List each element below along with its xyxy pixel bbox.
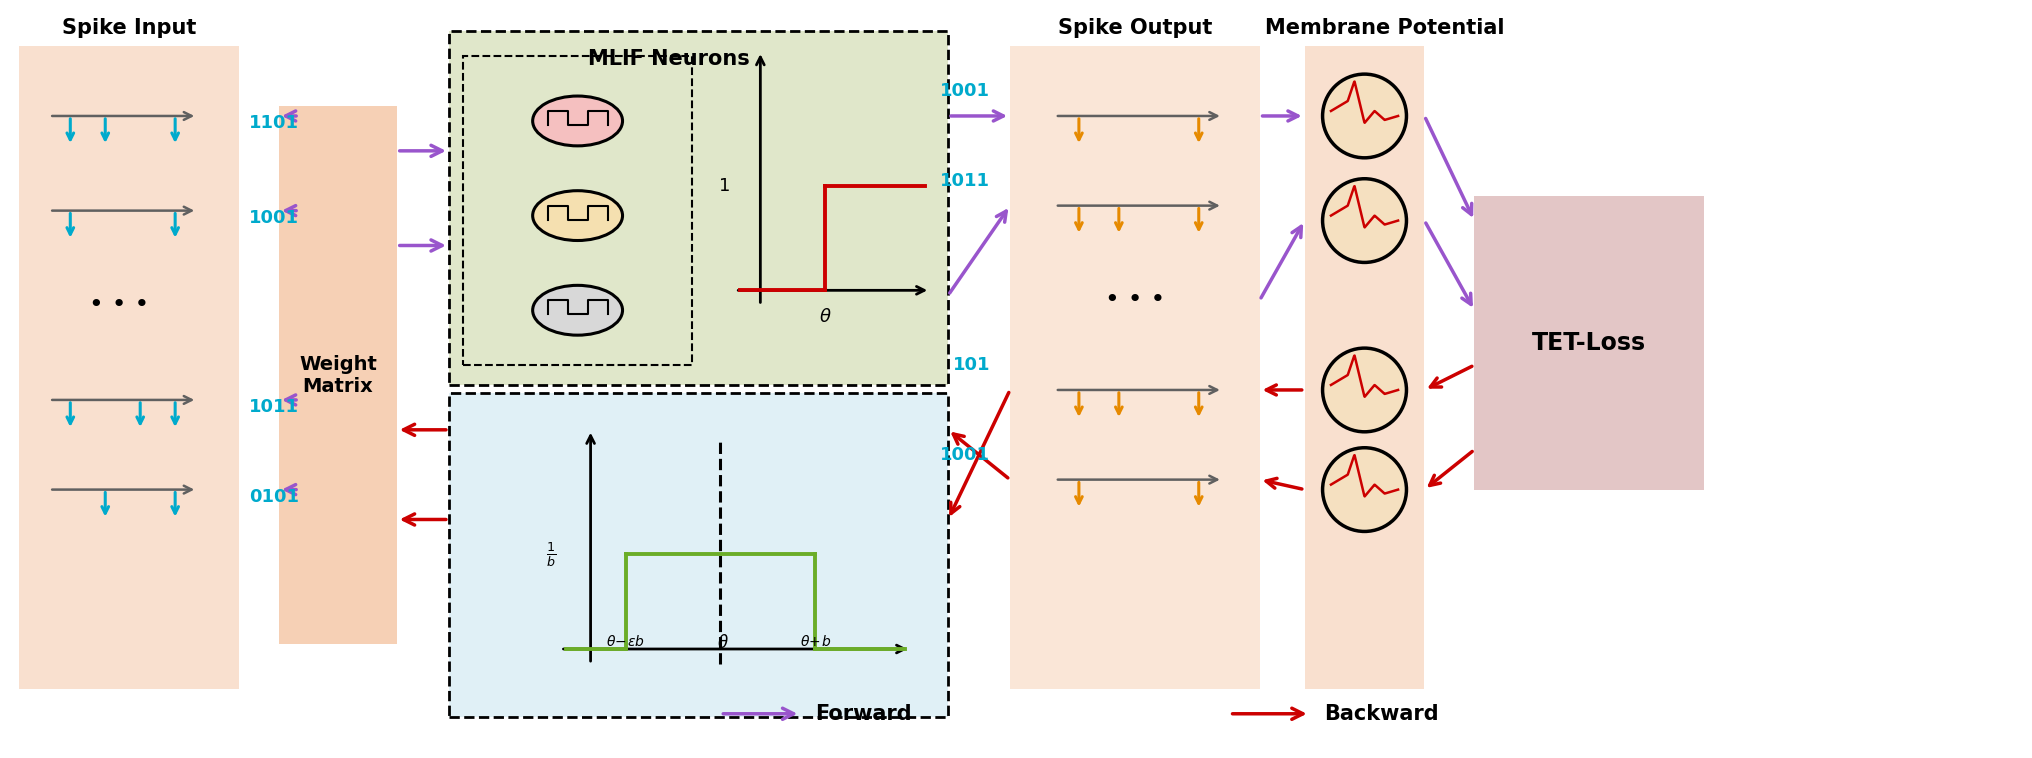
Text: $\theta\!+\!b$: $\theta\!+\!b$ xyxy=(799,634,831,649)
Bar xyxy=(449,393,947,717)
Bar xyxy=(449,31,947,385)
Text: 1: 1 xyxy=(719,177,729,195)
Bar xyxy=(20,46,240,689)
Text: $\theta\!-\!\varepsilon b$: $\theta\!-\!\varepsilon b$ xyxy=(606,634,644,649)
Circle shape xyxy=(1323,448,1406,531)
Bar xyxy=(1473,196,1703,490)
Text: 1011: 1011 xyxy=(939,172,990,190)
Circle shape xyxy=(1323,179,1406,262)
Text: Weight
Matrix: Weight Matrix xyxy=(299,355,376,396)
Text: TET-Loss: TET-Loss xyxy=(1532,330,1646,355)
Text: 1001: 1001 xyxy=(939,82,990,100)
Text: Spike Input: Spike Input xyxy=(63,18,197,38)
Text: Spike Output: Spike Output xyxy=(1057,18,1211,38)
Text: Forward: Forward xyxy=(815,703,912,724)
Text: • • •: • • • xyxy=(1103,288,1164,312)
Circle shape xyxy=(1323,348,1406,432)
Text: $\theta$: $\theta$ xyxy=(717,634,729,652)
Text: 1011: 1011 xyxy=(250,398,299,416)
Bar xyxy=(449,393,947,717)
Text: 1001: 1001 xyxy=(250,208,299,227)
Ellipse shape xyxy=(532,191,622,240)
Text: Membrane Potential: Membrane Potential xyxy=(1264,18,1504,38)
Bar xyxy=(449,31,947,385)
Ellipse shape xyxy=(532,96,622,146)
Circle shape xyxy=(1323,74,1406,158)
Bar xyxy=(1305,46,1424,689)
Ellipse shape xyxy=(532,285,622,335)
Text: 1101: 1101 xyxy=(250,114,299,132)
Text: 0101: 0101 xyxy=(250,487,299,506)
Bar xyxy=(1010,46,1260,689)
Text: $\theta$: $\theta$ xyxy=(819,309,831,326)
Text: Backward: Backward xyxy=(1325,703,1439,724)
Text: 1001: 1001 xyxy=(939,446,990,464)
Text: 101: 101 xyxy=(953,356,990,374)
Bar xyxy=(278,106,396,644)
Text: $\frac{1}{b}$: $\frac{1}{b}$ xyxy=(545,540,555,568)
Text: MLIF Neurons: MLIF Neurons xyxy=(587,49,750,69)
Text: • • •: • • • xyxy=(89,293,148,318)
Bar xyxy=(463,56,693,365)
